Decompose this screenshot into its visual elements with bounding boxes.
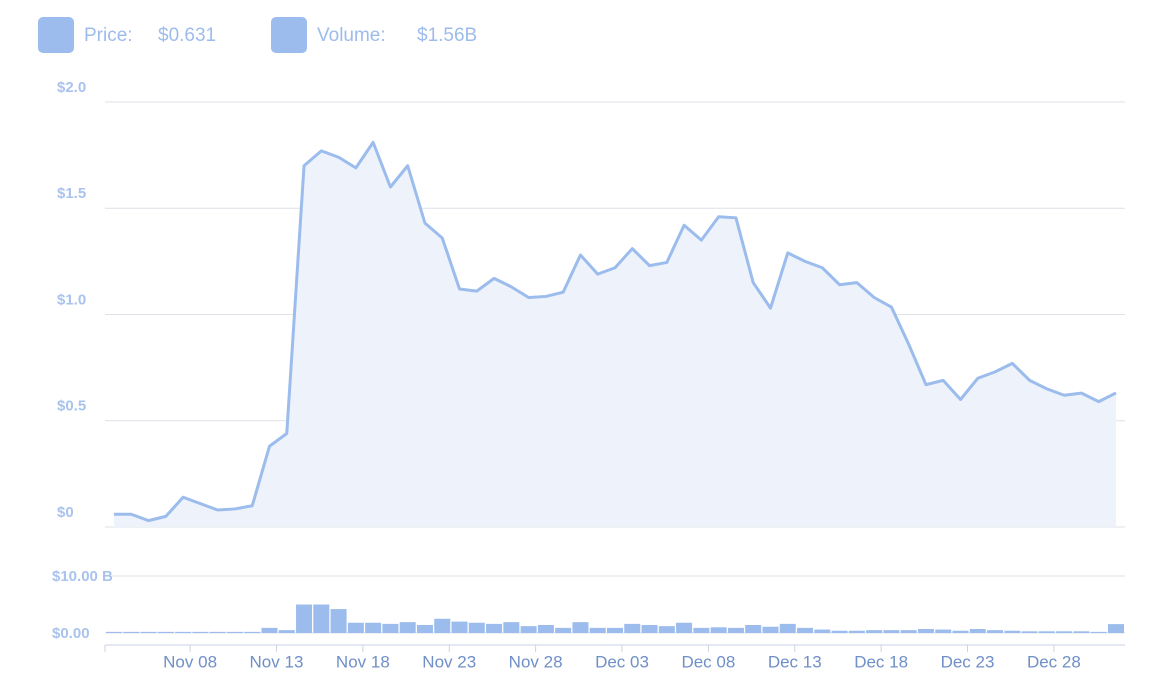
- volume-bar: [244, 631, 261, 633]
- legend-value: $1.56B: [417, 25, 477, 46]
- price-line: [114, 140, 1117, 523]
- volume-bar: [1090, 631, 1107, 633]
- x-tick-label: Dec 08: [681, 652, 735, 671]
- volume-bar: [831, 630, 848, 633]
- volume-bar: [1021, 631, 1038, 633]
- volume-bar: [192, 631, 209, 633]
- volume-bar: [278, 630, 295, 633]
- x-tick-label: Dec 23: [941, 652, 995, 671]
- volume-bar: [347, 622, 364, 633]
- volume-bar: [589, 627, 606, 633]
- volume-bar: [866, 630, 883, 633]
- volume-bar: [434, 618, 451, 633]
- volume-bar: [157, 631, 174, 633]
- volume-bar: [226, 631, 243, 633]
- volume-bar: [209, 631, 226, 633]
- volume-bar: [296, 604, 313, 633]
- volume-bar: [106, 631, 122, 633]
- x-tick-label: Dec 18: [854, 652, 908, 671]
- volume-bar: [710, 627, 727, 633]
- volume-bar: [1056, 631, 1073, 633]
- volume-bar: [848, 630, 865, 633]
- volume-bar: [624, 623, 641, 633]
- price-area: [114, 142, 1116, 527]
- volume-bar: [1073, 631, 1090, 633]
- y-tick-label: $0.5: [57, 398, 86, 415]
- y-tick-label: $1.5: [57, 185, 86, 202]
- x-tick-label: Nov 18: [336, 652, 390, 671]
- y2-tick-label: $0.00: [52, 625, 90, 642]
- volume-bar: [175, 631, 192, 633]
- volume-bar: [883, 630, 900, 633]
- legend-swatch: [38, 17, 74, 53]
- volume-bar: [900, 630, 917, 633]
- volume-bar: [330, 609, 347, 633]
- y-tick-label: $1.0: [57, 291, 86, 308]
- volume-bar: [676, 622, 693, 633]
- volume-bar: [416, 625, 433, 633]
- volume-bar: [468, 622, 485, 633]
- volume-bar: [1038, 631, 1055, 633]
- y2-tick-label: $10.00 B: [52, 568, 113, 585]
- x-tick-label: Nov 28: [509, 652, 563, 671]
- volume-bar: [797, 627, 814, 633]
- volume-bar: [451, 621, 468, 633]
- volume-bar: [727, 627, 744, 633]
- volume-bar: [365, 622, 382, 633]
- volume-bar: [814, 629, 831, 633]
- volume-bar: [520, 626, 537, 633]
- x-tick-label: Dec 13: [768, 652, 822, 671]
- volume-bar: [486, 623, 503, 633]
- volume-bar: [658, 626, 675, 633]
- volume-bar: [537, 625, 554, 633]
- volume-bar: [607, 627, 623, 633]
- volume-bar: [503, 622, 520, 633]
- volume-bar: [1004, 630, 1021, 633]
- volume-bar: [917, 629, 934, 633]
- x-tick-label: Nov 08: [163, 652, 217, 671]
- volume-bar: [935, 629, 952, 633]
- x-tick-label: Dec 28: [1027, 652, 1081, 671]
- x-tick-label: Dec 03: [595, 652, 649, 671]
- x-tick-label: Nov 13: [250, 652, 304, 671]
- volume-bar: [987, 630, 1004, 633]
- legend-label: Volume:: [317, 25, 386, 46]
- volume-bar: [123, 631, 140, 633]
- volume-bar: [641, 625, 658, 633]
- y-tick-label: $2.0: [57, 79, 86, 96]
- volume-bar: [382, 623, 399, 633]
- volume-bar: [779, 623, 796, 633]
- volume-bar: [969, 629, 986, 633]
- volume-bar: [693, 627, 710, 633]
- x-tick-label: Nov 23: [422, 652, 476, 671]
- volume-bar: [555, 627, 572, 633]
- volume-bar: [745, 625, 762, 633]
- y-tick-label: $0: [57, 504, 74, 521]
- volume-bar: [1108, 624, 1124, 633]
- volume-bar: [140, 631, 157, 633]
- volume-bar: [572, 622, 589, 633]
- volume-bar: [399, 622, 416, 633]
- legend-swatch: [271, 17, 307, 53]
- volume-bar: [762, 626, 779, 633]
- legend-value: $0.631: [158, 25, 216, 46]
- volume-bar: [952, 630, 969, 633]
- legend-label: Price:: [84, 25, 133, 46]
- volume-bar: [313, 604, 330, 633]
- volume-bar: [261, 627, 278, 633]
